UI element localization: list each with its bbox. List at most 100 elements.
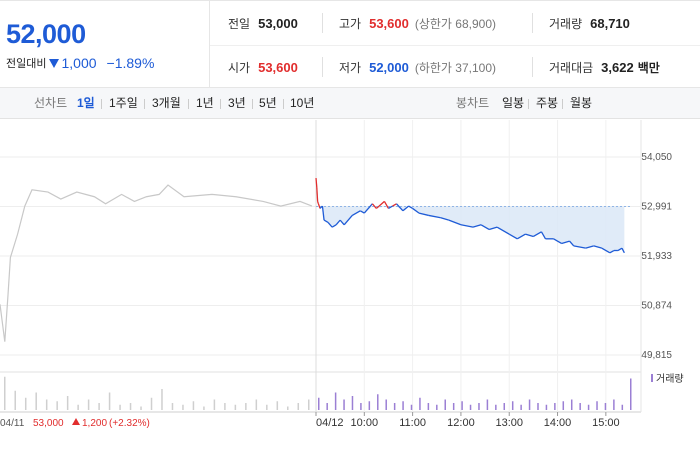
previous-day-line xyxy=(0,184,313,342)
open-value: 53,600 xyxy=(258,59,298,75)
low-value: 52,000 xyxy=(369,59,409,75)
volume-bar-previous xyxy=(266,404,268,410)
tab-10-years[interactable]: 10년 xyxy=(290,96,315,110)
previous-day-series xyxy=(0,184,313,342)
tab-monthly-candle[interactable]: 월봉 xyxy=(570,96,593,110)
tab-weekly-candle[interactable]: 주봉 xyxy=(536,96,559,110)
volume-label: 거래량 xyxy=(549,16,583,31)
volume-bar-today xyxy=(604,403,607,410)
volume-bar-previous xyxy=(108,392,111,410)
volume-bar-previous xyxy=(287,406,289,410)
volume-bar-today xyxy=(393,403,396,410)
today-segment xyxy=(561,240,570,245)
today-segment xyxy=(408,205,413,209)
today-segment xyxy=(601,247,611,254)
tab-daily-candle[interactable]: 일봉 xyxy=(502,96,525,110)
volume-bar-today xyxy=(520,404,522,410)
x-tick-label: 12:00 xyxy=(447,417,475,429)
today-segment xyxy=(335,219,341,226)
volume-bar-previous xyxy=(129,403,132,410)
today-segment xyxy=(525,233,534,238)
volume-bar-today xyxy=(537,403,539,410)
tab-divider xyxy=(188,99,189,109)
volume-bar-previous xyxy=(255,399,258,410)
tab-1-week[interactable]: 1주일 xyxy=(109,96,138,110)
today-segment xyxy=(316,187,319,202)
volume-bar-today xyxy=(360,403,362,410)
tab-divider xyxy=(562,99,563,109)
today-segment xyxy=(359,210,365,214)
today-segment xyxy=(316,201,320,204)
volume-bar-previous xyxy=(297,403,300,410)
volume-value: 68,710 xyxy=(590,15,630,31)
below-reference-fill xyxy=(316,206,625,253)
y-tick-label: 51,933 xyxy=(641,251,672,262)
volume-bar-today xyxy=(343,399,345,410)
today-segment xyxy=(540,231,547,240)
volume-bar-previous xyxy=(87,399,90,410)
volume-bar-today xyxy=(621,404,624,410)
divider xyxy=(322,57,323,77)
volume-bar-previous xyxy=(224,403,226,410)
volume-bar-today xyxy=(613,399,615,410)
change-value: 1,000 xyxy=(61,55,97,71)
tab-divider xyxy=(283,99,284,109)
volume-bar-today xyxy=(469,404,472,410)
volume-cell: 거래량 68,710 xyxy=(549,1,630,45)
volume-bar-today xyxy=(478,403,480,410)
x-tick-label: 13:00 xyxy=(495,417,523,429)
today-segment xyxy=(573,245,586,249)
x-tick-label: 15:00 xyxy=(592,417,620,429)
today-segment xyxy=(418,212,429,217)
volume-bar-previous xyxy=(192,401,195,410)
change-row: 전일대비 1,000 −1.89% xyxy=(6,55,154,71)
volume-bar-today xyxy=(511,401,514,410)
volume-bar-today xyxy=(318,397,320,410)
volume-bar-previous xyxy=(45,399,48,410)
tab-1-day[interactable]: 1일 xyxy=(77,96,95,110)
tab-1-year[interactable]: 1년 xyxy=(196,96,214,110)
today-segment xyxy=(375,200,385,209)
volume-bar-previous xyxy=(276,401,279,410)
volume-bar-today xyxy=(570,399,573,410)
volume-bar-today xyxy=(410,404,413,410)
volume-bar-previous xyxy=(245,403,247,410)
volume-bar-today xyxy=(528,399,531,410)
volume-bar-previous xyxy=(140,406,142,410)
today-segment xyxy=(351,210,361,217)
volume-bar-today xyxy=(587,404,590,410)
volume-bar-today xyxy=(579,403,581,410)
prev-change-pct: (+2.32%) xyxy=(109,418,150,429)
prev-close-value: 53,000 xyxy=(258,15,298,31)
today-segment xyxy=(412,207,420,214)
today-segment xyxy=(392,203,397,207)
prev-price: 53,000 xyxy=(33,418,64,429)
up-arrow-icon xyxy=(72,418,80,425)
volume-legend-swatch xyxy=(651,374,653,382)
tab-5-years[interactable]: 5년 xyxy=(259,96,277,110)
x-tick-label: 10:00 xyxy=(351,417,379,429)
low-label: 저가 xyxy=(339,60,362,75)
volume-bar-previous xyxy=(150,397,153,410)
volume-bar-previous xyxy=(119,404,121,410)
volume-bar-today xyxy=(562,401,565,410)
divider xyxy=(322,13,323,33)
volume-bar-today xyxy=(596,401,598,410)
today-segment xyxy=(569,240,575,247)
volume-bar-today xyxy=(419,397,421,410)
volume-bar-previous xyxy=(24,397,27,410)
x-axis-ticks: 04/12 10:00 11:00 12:00 13:00 14:00 15:00 xyxy=(315,412,620,429)
tab-3-years[interactable]: 3년 xyxy=(228,96,246,110)
y-axis-ticks: 54,050 52,991 51,933 50,874 49,815 xyxy=(641,152,672,361)
today-segment xyxy=(617,247,623,252)
volume-bar-previous xyxy=(35,392,37,410)
volume-bar-previous xyxy=(213,399,216,410)
tab-3-months[interactable]: 3개월 xyxy=(152,96,181,110)
upper-limit: (상한가 68,900) xyxy=(414,16,497,31)
today-segment xyxy=(488,226,498,231)
y-tick-label: 49,815 xyxy=(641,350,672,361)
volume-bar-today xyxy=(444,399,446,410)
today-segment xyxy=(371,203,377,209)
volume-bar-previous xyxy=(4,376,6,410)
